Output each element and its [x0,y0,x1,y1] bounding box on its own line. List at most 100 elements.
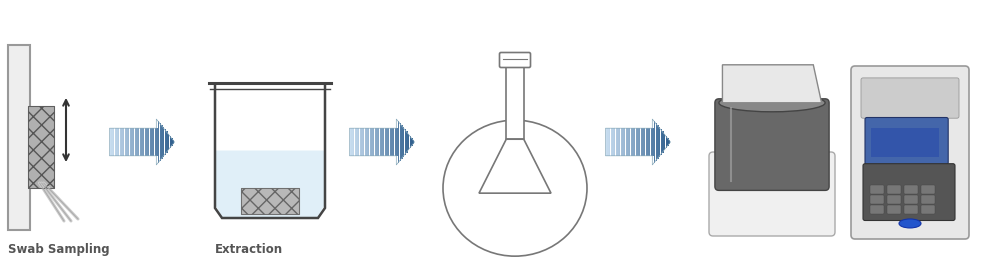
Polygon shape [371,128,373,156]
Polygon shape [161,125,163,159]
Text: Swab Sampling: Swab Sampling [8,243,110,256]
Polygon shape [506,66,524,139]
Polygon shape [168,134,169,151]
Polygon shape [155,128,156,156]
Polygon shape [360,128,361,156]
Polygon shape [662,132,664,153]
Polygon shape [410,136,411,148]
FancyBboxPatch shape [921,205,935,214]
Polygon shape [374,128,376,156]
Polygon shape [153,128,154,156]
Polygon shape [652,128,654,156]
Polygon shape [654,121,655,163]
Polygon shape [617,128,619,156]
Polygon shape [631,128,632,156]
Polygon shape [350,128,351,156]
Polygon shape [403,127,404,157]
Polygon shape [642,128,644,156]
FancyBboxPatch shape [870,185,884,194]
Polygon shape [614,128,615,156]
FancyBboxPatch shape [887,185,901,194]
Polygon shape [353,128,354,156]
Polygon shape [609,128,610,156]
Polygon shape [620,128,622,156]
Polygon shape [401,125,403,159]
Polygon shape [150,128,151,156]
Polygon shape [660,129,662,155]
Polygon shape [650,128,652,156]
FancyBboxPatch shape [241,188,299,214]
Polygon shape [395,128,396,156]
FancyBboxPatch shape [921,185,935,194]
Polygon shape [381,128,383,156]
Polygon shape [126,128,128,156]
Polygon shape [116,128,118,156]
FancyBboxPatch shape [904,195,918,204]
Polygon shape [163,127,164,157]
Polygon shape [146,128,148,156]
Polygon shape [664,134,665,151]
Polygon shape [405,129,406,155]
Polygon shape [640,128,642,156]
Polygon shape [148,128,149,156]
FancyBboxPatch shape [871,128,939,158]
Polygon shape [125,128,126,156]
Polygon shape [166,132,168,153]
Polygon shape [398,121,399,163]
Polygon shape [356,128,358,156]
Polygon shape [361,128,363,156]
Polygon shape [156,128,158,156]
Polygon shape [636,128,637,156]
Polygon shape [396,128,398,156]
Ellipse shape [899,219,921,228]
Polygon shape [378,128,379,156]
Polygon shape [649,128,650,156]
FancyBboxPatch shape [709,152,835,236]
Polygon shape [165,129,166,155]
Polygon shape [366,128,368,156]
Polygon shape [667,138,669,146]
FancyBboxPatch shape [887,205,901,214]
Polygon shape [131,128,133,156]
Polygon shape [111,128,113,156]
Polygon shape [383,128,384,156]
Polygon shape [133,128,134,156]
Polygon shape [141,128,143,156]
Polygon shape [138,128,139,156]
Polygon shape [136,128,138,156]
FancyBboxPatch shape [904,185,918,194]
Polygon shape [121,128,123,156]
FancyBboxPatch shape [865,118,948,164]
Polygon shape [351,128,353,156]
Polygon shape [386,128,388,156]
Polygon shape [666,136,667,148]
Polygon shape [364,128,366,156]
Polygon shape [656,123,657,161]
Polygon shape [612,128,614,156]
Polygon shape [411,138,413,146]
Polygon shape [627,128,629,156]
Polygon shape [619,128,620,156]
Polygon shape [616,128,617,156]
Polygon shape [606,128,607,156]
FancyBboxPatch shape [8,45,30,230]
Polygon shape [657,125,659,159]
Polygon shape [354,128,356,156]
Polygon shape [413,140,414,144]
Polygon shape [145,128,146,156]
FancyBboxPatch shape [904,205,918,214]
Polygon shape [113,128,114,156]
Polygon shape [607,128,609,156]
Polygon shape [610,128,612,156]
Polygon shape [370,128,371,156]
Polygon shape [158,121,159,163]
Polygon shape [669,140,670,144]
Polygon shape [118,128,119,156]
Polygon shape [390,128,391,156]
Polygon shape [216,151,324,217]
Polygon shape [393,128,394,156]
Text: Extraction: Extraction [215,243,283,256]
FancyBboxPatch shape [863,164,955,220]
Polygon shape [644,128,645,156]
Polygon shape [110,128,111,156]
